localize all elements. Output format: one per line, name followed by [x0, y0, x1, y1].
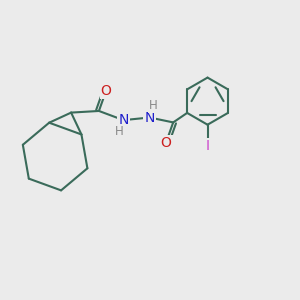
- Text: N: N: [118, 113, 129, 127]
- Text: O: O: [101, 84, 112, 98]
- Text: H: H: [149, 99, 158, 112]
- Text: O: O: [160, 136, 171, 150]
- Text: I: I: [206, 139, 209, 153]
- Text: H: H: [115, 125, 124, 138]
- Text: N: N: [144, 110, 155, 124]
